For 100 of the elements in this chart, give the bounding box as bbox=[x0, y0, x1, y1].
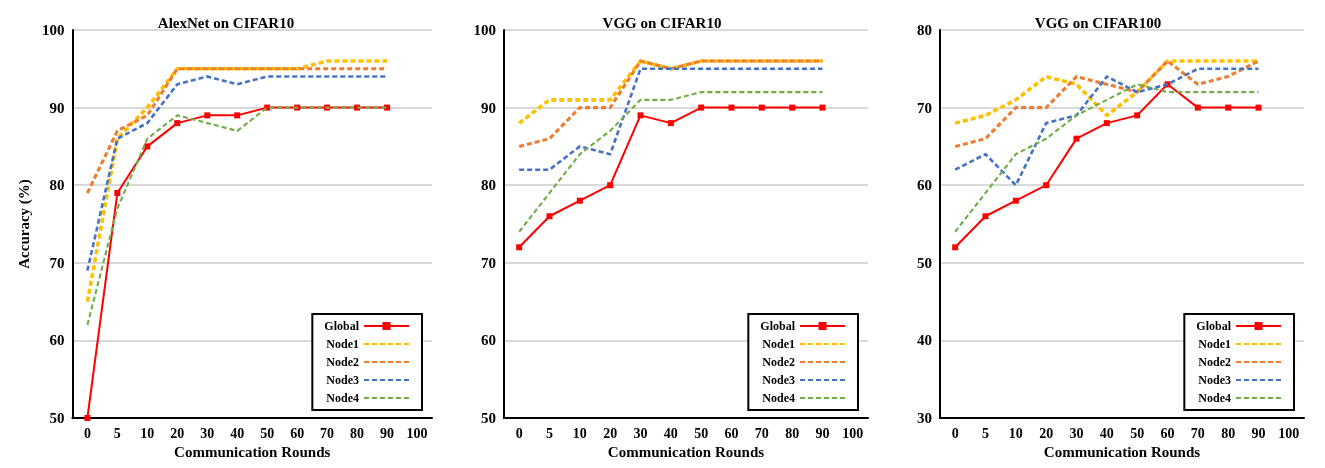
y-tick-label: 80 bbox=[49, 177, 65, 194]
x-tick-label: 0 bbox=[83, 425, 91, 441]
legend-label: Global bbox=[1196, 319, 1232, 333]
y-tick-label: 60 bbox=[917, 177, 932, 194]
x-tick-label: 30 bbox=[1069, 425, 1084, 441]
x-tick-label: 80 bbox=[350, 425, 365, 441]
x-tick-label: 80 bbox=[785, 425, 800, 441]
point bbox=[84, 415, 91, 421]
x-tick-label: 40 bbox=[230, 425, 245, 441]
x-tick-label: 90 bbox=[380, 425, 395, 441]
x-tick-label: 60 bbox=[290, 425, 305, 441]
point bbox=[1134, 112, 1141, 119]
point bbox=[546, 213, 553, 220]
point bbox=[576, 197, 583, 204]
x-axis-title: Communication Rounds bbox=[607, 444, 765, 461]
point bbox=[819, 104, 826, 111]
point bbox=[174, 120, 181, 127]
x-tick-label: 0 bbox=[515, 425, 523, 441]
x-tick-label: 20 bbox=[1039, 425, 1054, 441]
line-series bbox=[518, 91, 824, 233]
point bbox=[982, 213, 989, 220]
x-tick-label: 50 bbox=[1130, 425, 1145, 441]
legend-label: Node3 bbox=[1198, 373, 1231, 387]
legend-label: Node3 bbox=[762, 373, 795, 387]
x-tick-label: 20 bbox=[603, 425, 618, 441]
x-tick-label: 50 bbox=[694, 425, 709, 441]
legend-label: Node4 bbox=[762, 391, 795, 405]
point bbox=[1012, 197, 1019, 204]
point bbox=[144, 143, 151, 150]
legend-label: Node4 bbox=[1198, 391, 1231, 405]
legend-label: Node3 bbox=[326, 373, 359, 387]
legend-label: Node2 bbox=[1198, 355, 1231, 369]
x-tick-label: 20 bbox=[170, 425, 185, 441]
x-tick-label: 60 bbox=[1160, 425, 1175, 441]
y-tick-label: 70 bbox=[481, 254, 496, 271]
point bbox=[952, 244, 959, 251]
point bbox=[114, 189, 121, 196]
x-tick-label: 30 bbox=[200, 425, 215, 441]
y-tick-label: 70 bbox=[917, 99, 932, 116]
y-tick-label: 60 bbox=[481, 332, 496, 349]
x-tick-label: 0 bbox=[951, 425, 959, 441]
legend-label: Node1 bbox=[1198, 337, 1231, 351]
point bbox=[1255, 104, 1262, 111]
chart-title: VGG on CIFAR100 bbox=[1034, 14, 1162, 31]
x-tick-label: 80 bbox=[1221, 425, 1236, 441]
y-tick-label: 80 bbox=[481, 177, 496, 194]
legend-label: Global bbox=[324, 319, 360, 333]
x-tick-label: 10 bbox=[1008, 425, 1023, 441]
y-tick-label: 50 bbox=[49, 410, 65, 426]
legend-label: Node1 bbox=[762, 337, 795, 351]
chart-title: VGG on CIFAR10 bbox=[602, 14, 722, 31]
line-series bbox=[953, 59, 1261, 148]
point bbox=[758, 104, 765, 111]
x-tick-label: 100 bbox=[406, 425, 428, 441]
point bbox=[667, 120, 674, 127]
legend-label: Node1 bbox=[326, 337, 359, 351]
x-tick-label: 70 bbox=[1190, 425, 1205, 441]
legend-label: Node2 bbox=[762, 355, 795, 369]
x-tick-label: 5 bbox=[113, 425, 121, 441]
line-series bbox=[517, 67, 824, 171]
point bbox=[1194, 104, 1201, 111]
y-tick-label: 50 bbox=[917, 254, 932, 271]
point bbox=[1103, 120, 1110, 127]
y-tick-label: 100 bbox=[41, 22, 65, 38]
y-tick-label: 80 bbox=[917, 22, 932, 38]
legend-label: Node4 bbox=[326, 391, 359, 405]
point bbox=[516, 244, 523, 251]
x-tick-label: 100 bbox=[1278, 425, 1300, 441]
legend-label: Global bbox=[760, 319, 796, 333]
legend-label: Node2 bbox=[326, 355, 359, 369]
line-series bbox=[953, 67, 1260, 187]
x-tick-label: 50 bbox=[260, 425, 275, 441]
x-tick-label: 90 bbox=[1251, 425, 1266, 441]
x-tick-label: 40 bbox=[1099, 425, 1114, 441]
y-tick-label: 30 bbox=[917, 410, 932, 426]
x-tick-label: 5 bbox=[546, 425, 553, 441]
point bbox=[607, 182, 614, 189]
y-tick-label: 40 bbox=[917, 332, 932, 349]
y-tick-label: 90 bbox=[481, 99, 496, 116]
y-axis-title: Accuracy (%) bbox=[15, 179, 33, 269]
point bbox=[1043, 182, 1050, 189]
line-series bbox=[85, 59, 389, 304]
chart-title: AlexNet on CIFAR10 bbox=[157, 14, 295, 31]
x-tick-label: 100 bbox=[842, 425, 864, 441]
point bbox=[789, 104, 796, 111]
x-tick-label: 10 bbox=[572, 425, 587, 441]
point bbox=[728, 104, 735, 111]
x-tick-label: 10 bbox=[140, 425, 155, 441]
line-series bbox=[517, 59, 825, 148]
x-tick-label: 70 bbox=[320, 425, 335, 441]
y-tick-label: 90 bbox=[49, 99, 65, 116]
point bbox=[637, 112, 644, 119]
x-tick-label: 40 bbox=[663, 425, 678, 441]
line-series bbox=[517, 59, 825, 125]
point bbox=[204, 112, 211, 119]
point bbox=[1225, 104, 1232, 111]
y-tick-label: 70 bbox=[49, 254, 65, 271]
point bbox=[1073, 135, 1080, 142]
y-tick-label: 100 bbox=[473, 22, 496, 38]
x-axis-title: Communication Rounds bbox=[1043, 444, 1201, 461]
